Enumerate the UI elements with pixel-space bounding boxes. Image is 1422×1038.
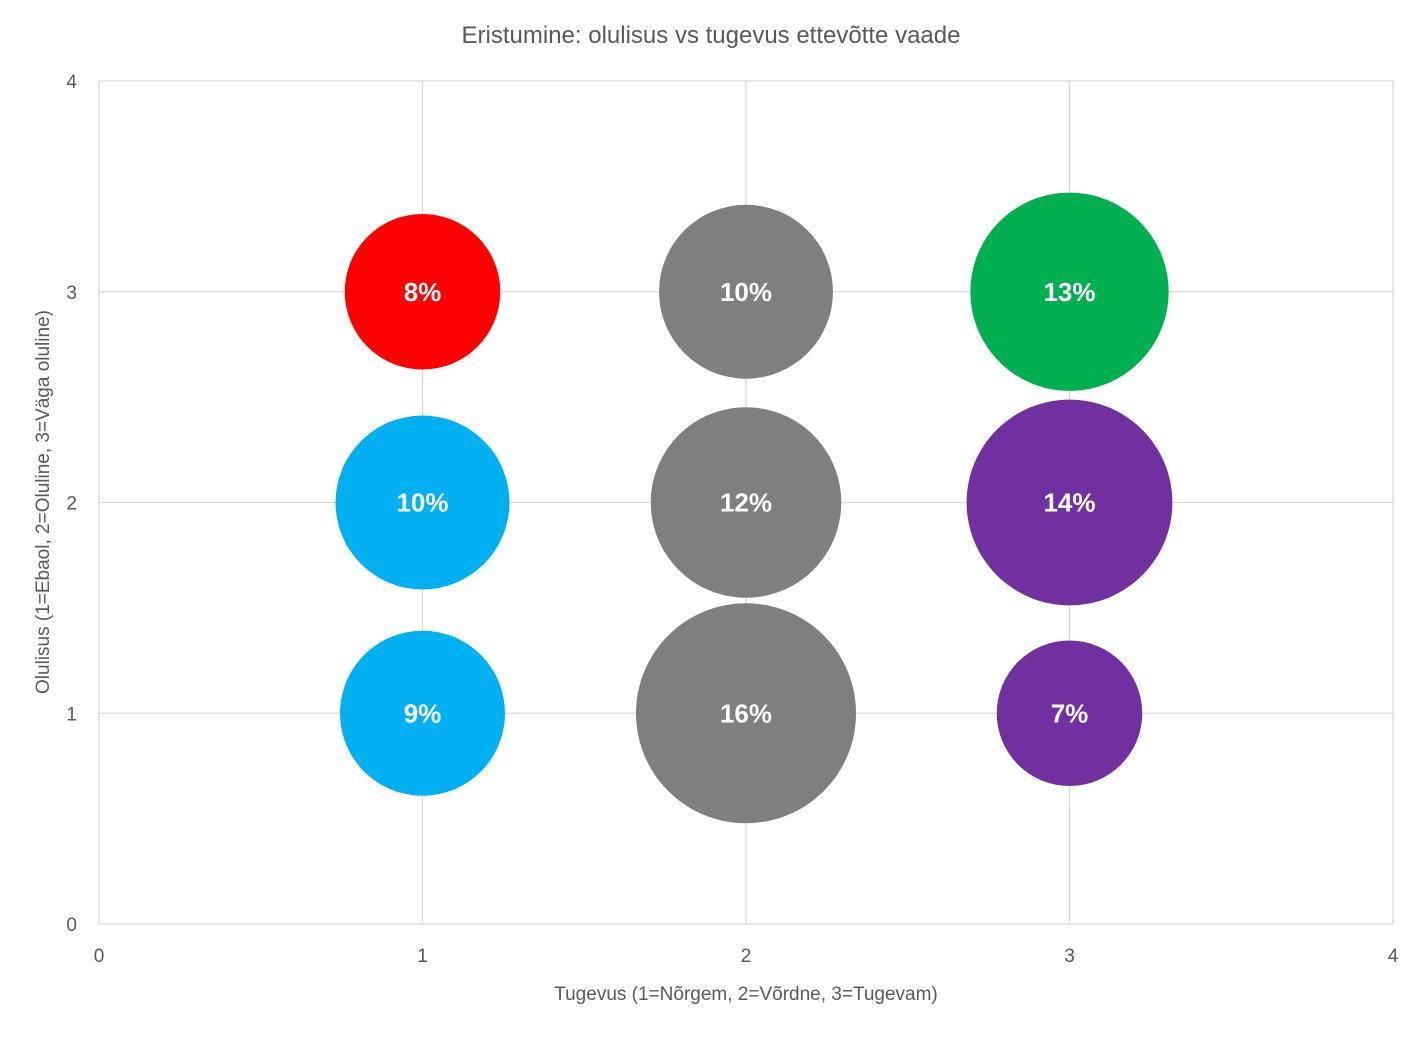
bubble xyxy=(650,407,842,598)
bubble xyxy=(344,213,501,370)
bubble-data-label: 12% xyxy=(720,488,772,518)
bubble-data-label: 14% xyxy=(1043,488,1095,518)
y-tick-label: 4 xyxy=(66,72,77,93)
x-tick-label: 4 xyxy=(1388,946,1399,967)
y-axis-label: Olulisus (1=Ebaol, 2=Oluline, 3=Väga olu… xyxy=(33,310,54,694)
bubble-data-label: 16% xyxy=(720,698,772,728)
x-tick-label: 1 xyxy=(417,946,428,967)
bubble xyxy=(335,415,510,590)
bubble-data-label: 10% xyxy=(720,277,772,307)
bubble xyxy=(636,603,856,824)
chart-title: Eristumine: olulisus vs tugevus ettevõtt… xyxy=(462,22,961,49)
y-tick-label: 3 xyxy=(66,283,77,304)
bubble xyxy=(340,630,505,796)
bubble xyxy=(996,640,1143,787)
bubble xyxy=(966,399,1173,606)
y-tick-label: 0 xyxy=(66,915,77,936)
bubble-data-label: 13% xyxy=(1043,277,1095,307)
bubble-data-label: 9% xyxy=(404,698,442,728)
bubble-data-label: 10% xyxy=(396,488,448,518)
x-tick-label: 3 xyxy=(1064,946,1075,967)
x-tick-label: 2 xyxy=(741,946,752,967)
x-axis-label: Tugevus (1=Nõrgem, 2=Võrdne, 3=Tugevam) xyxy=(554,984,938,1005)
bubble xyxy=(659,204,833,379)
bubble xyxy=(970,192,1169,391)
y-tick-label: 1 xyxy=(66,704,77,725)
x-tick-label: 0 xyxy=(94,946,105,967)
bubbles: 8% 10% 13% 10% 12% 14% 9% 16% 7% xyxy=(335,192,1173,824)
bubble-data-label: 7% xyxy=(1051,698,1089,728)
tick-labels: 0 1 2 3 4 0 1 2 3 4 xyxy=(66,72,1398,967)
y-tick-label: 2 xyxy=(66,494,77,515)
bubble-data-label: 8% xyxy=(404,277,442,307)
